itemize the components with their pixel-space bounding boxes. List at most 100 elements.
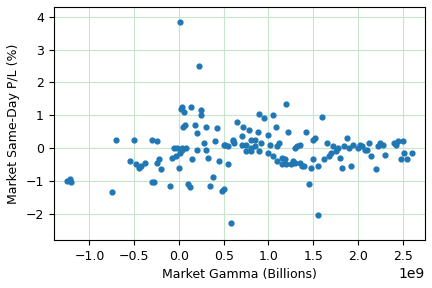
Point [234, 120, 241, 124]
Point [330, 144, 337, 149]
Point [149, 180, 156, 185]
Point [346, 146, 353, 150]
Point [158, 167, 165, 172]
Point [204, 156, 211, 160]
Point [247, 149, 254, 154]
Point [332, 149, 339, 154]
Point [296, 160, 303, 165]
Point [283, 101, 290, 106]
Point [278, 162, 285, 167]
Point [133, 162, 140, 167]
Point [243, 149, 250, 154]
Point [68, 180, 75, 185]
Point [202, 147, 209, 152]
Point [347, 164, 354, 168]
X-axis label: Market Gamma (Billions): Market Gamma (Billions) [162, 268, 317, 281]
Point [397, 157, 404, 162]
Point [290, 159, 297, 163]
Point [227, 221, 234, 226]
Point [256, 149, 263, 154]
Point [247, 146, 254, 150]
Point [359, 144, 366, 149]
Point [377, 141, 384, 145]
Point [314, 164, 321, 168]
Point [265, 151, 272, 155]
Point [254, 129, 261, 134]
Point [219, 188, 226, 193]
Point [251, 137, 258, 142]
Point [200, 141, 207, 145]
Point [229, 137, 236, 142]
Point [171, 146, 178, 150]
Point [186, 185, 193, 190]
Point [276, 141, 283, 145]
Point [274, 159, 281, 163]
Point [270, 113, 276, 118]
Point [216, 159, 222, 163]
Point [381, 152, 388, 157]
Point [198, 108, 205, 113]
Point [401, 151, 408, 155]
Point [326, 154, 333, 158]
Point [310, 137, 317, 142]
Point [178, 147, 185, 152]
Point [213, 126, 220, 130]
Point [408, 151, 415, 155]
Point [350, 142, 357, 147]
Point [265, 132, 272, 137]
Point [399, 139, 406, 144]
Point [210, 175, 216, 180]
Point [180, 124, 187, 129]
Point [311, 136, 318, 141]
Point [177, 106, 184, 111]
Point [176, 19, 183, 24]
Point [258, 141, 265, 145]
Point [403, 157, 410, 162]
Point [198, 113, 205, 118]
Y-axis label: Market Same-Day P/L (%): Market Same-Day P/L (%) [7, 43, 20, 204]
Point [337, 156, 343, 160]
Point [187, 105, 194, 109]
Point [287, 162, 294, 167]
Point [126, 159, 133, 163]
Point [202, 124, 209, 129]
Point [327, 151, 334, 155]
Point [179, 105, 186, 109]
Point [138, 164, 145, 168]
Point [365, 141, 372, 145]
Point [281, 157, 288, 162]
Point [256, 111, 263, 116]
Point [153, 139, 160, 144]
Point [380, 142, 387, 147]
Point [292, 160, 299, 165]
Point [150, 180, 157, 185]
Point [238, 134, 245, 139]
Point [247, 137, 254, 142]
Point [323, 141, 330, 145]
Point [308, 165, 315, 170]
Point [285, 129, 292, 134]
Point [156, 157, 163, 162]
Point [66, 177, 73, 181]
Point [335, 146, 342, 150]
Point [310, 157, 317, 162]
Point [149, 137, 156, 142]
Point [182, 123, 189, 127]
Point [174, 146, 181, 150]
Point [301, 164, 308, 168]
Point [272, 124, 279, 129]
Point [195, 64, 202, 68]
Point [321, 157, 327, 162]
Point [166, 183, 173, 188]
Point [64, 179, 70, 183]
Point [260, 116, 267, 121]
Point [178, 146, 185, 150]
Point [372, 167, 379, 172]
Point [314, 213, 321, 217]
Point [267, 142, 273, 147]
Point [189, 157, 196, 162]
Point [270, 154, 276, 158]
Point [184, 182, 191, 186]
Point [390, 141, 397, 145]
Point [292, 146, 299, 150]
